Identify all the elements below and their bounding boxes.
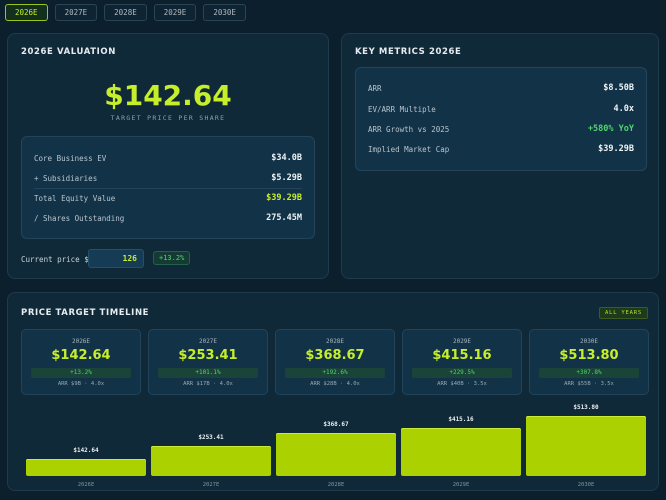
current-price-label: Current price $ bbox=[21, 255, 89, 264]
breakdown-row: Total Equity Value $39.29B bbox=[34, 188, 302, 208]
bar-category-label: 2026E bbox=[77, 482, 95, 488]
metric-label: ARR Growth vs 2025 bbox=[368, 124, 450, 134]
year-price: $513.80 bbox=[559, 348, 619, 363]
divider bbox=[34, 188, 302, 189]
year-price: $415.16 bbox=[432, 348, 492, 363]
breakdown-label: / Shares Outstanding bbox=[34, 213, 125, 223]
year-meta: ARR $55B · 3.5x bbox=[564, 381, 614, 387]
valuation-title: 2026E VALUATION bbox=[21, 47, 116, 57]
year-meta: ARR $9B · 4.0x bbox=[57, 381, 105, 387]
chart-bar bbox=[276, 433, 396, 476]
metric-label: ARR bbox=[368, 83, 382, 93]
year-label: 2026E bbox=[71, 338, 91, 345]
tab-2029e[interactable]: 2029E bbox=[153, 4, 197, 21]
breakdown-value: 275.45M bbox=[266, 213, 302, 223]
year-label: 2029E bbox=[452, 338, 472, 345]
target-price: $142.64 bbox=[104, 79, 232, 112]
breakdown-value: $34.0B bbox=[271, 153, 302, 163]
year-card[interactable]: 2026E $142.64 +13.2% ARR $9B · 4.0x bbox=[21, 329, 141, 395]
metric-label: Implied Market Cap bbox=[368, 144, 450, 154]
bar-value-label: $513.80 bbox=[573, 404, 599, 411]
all-years-badge[interactable]: ALL YEARS bbox=[598, 307, 648, 319]
year-label: 2030E bbox=[579, 338, 599, 345]
year-price: $142.64 bbox=[51, 348, 111, 363]
metric-label: EV/ARR Multiple bbox=[368, 104, 436, 114]
timeline-title: PRICE TARGET TIMELINE bbox=[21, 308, 150, 318]
breakdown-row: Core Business EV $34.0B bbox=[34, 148, 302, 168]
metric-value: $39.29B bbox=[598, 144, 634, 154]
metric-row: ARR Growth vs 2025 +580% YoY bbox=[368, 119, 634, 139]
tab-2027e[interactable]: 2027E bbox=[54, 4, 98, 21]
tab-2028e[interactable]: 2028E bbox=[104, 4, 147, 21]
tab-2030e[interactable]: 2030E bbox=[203, 4, 246, 21]
year-label: 2028E bbox=[325, 338, 345, 345]
current-price-input[interactable] bbox=[88, 249, 144, 268]
metric-row: ARR $8.50B bbox=[368, 78, 634, 98]
upside-badge: +13.2% bbox=[153, 251, 191, 265]
year-meta: ARR $28B · 4.0x bbox=[310, 381, 360, 387]
year-card[interactable]: 2028E $368.67 +192.6% ARR $28B · 4.0x bbox=[275, 329, 395, 395]
chart-bar bbox=[526, 416, 646, 476]
key-metrics-list: ARR $8.50B EV/ARR Multiple 4.0x ARR Grow… bbox=[355, 67, 647, 171]
chart-bar bbox=[151, 446, 271, 476]
metric-row: EV/ARR Multiple 4.0x bbox=[368, 99, 634, 119]
year-price: $253.41 bbox=[178, 348, 238, 363]
year-meta: ARR $40B · 3.5x bbox=[437, 381, 487, 387]
metric-row: Implied Market Cap $39.29B bbox=[368, 139, 634, 159]
bar-category-label: 2029E bbox=[452, 482, 470, 488]
year-label: 2027E bbox=[198, 338, 218, 345]
price-target-timeline-card: PRICE TARGET TIMELINE ALL YEARS 2026E $1… bbox=[7, 292, 659, 491]
metric-value: +580% YoY bbox=[587, 124, 634, 134]
key-metrics-title: KEY METRICS 2026E bbox=[355, 47, 462, 57]
breakdown-label: Total Equity Value bbox=[34, 193, 116, 203]
year-tabs: 2026E 2027E 2028E 2029E 2030E bbox=[5, 4, 246, 21]
bar-value-label: $368.67 bbox=[323, 421, 349, 428]
year-change: +101.1% bbox=[158, 368, 258, 378]
bar-category-label: 2030E bbox=[577, 482, 595, 488]
year-change: +229.5% bbox=[412, 368, 512, 378]
year-card[interactable]: 2030E $513.80 +307.8% ARR $55B · 3.5x bbox=[529, 329, 649, 395]
breakdown-value: $39.29B bbox=[266, 193, 302, 203]
bar-value-label: $253.41 bbox=[198, 434, 224, 441]
bar-category-label: 2028E bbox=[327, 482, 345, 488]
valuation-card: 2026E VALUATION $142.64 TARGET PRICE PER… bbox=[7, 33, 329, 279]
chart-bar bbox=[26, 459, 146, 476]
year-change: +307.8% bbox=[539, 368, 639, 378]
bar-value-label: $142.64 bbox=[73, 447, 99, 454]
metric-value: $8.50B bbox=[603, 83, 634, 93]
valuation-breakdown: Core Business EV $34.0B + Subsidiaries $… bbox=[21, 136, 315, 239]
key-metrics-card: KEY METRICS 2026E ARR $8.50B EV/ARR Mult… bbox=[341, 33, 659, 279]
year-change: +192.6% bbox=[285, 368, 385, 378]
metric-value: 4.0x bbox=[613, 104, 634, 114]
year-card[interactable]: 2027E $253.41 +101.1% ARR $17B · 4.0x bbox=[148, 329, 268, 395]
bar-value-label: $415.16 bbox=[448, 416, 474, 423]
breakdown-label: + Subsidiaries bbox=[34, 173, 98, 183]
breakdown-row: / Shares Outstanding 275.45M bbox=[34, 208, 302, 228]
breakdown-label: Core Business EV bbox=[34, 153, 107, 163]
breakdown-value: $5.29B bbox=[271, 173, 302, 183]
tab-2026e[interactable]: 2026E bbox=[5, 4, 48, 21]
year-meta: ARR $17B · 4.0x bbox=[183, 381, 233, 387]
year-card[interactable]: 2029E $415.16 +229.5% ARR $40B · 3.5x bbox=[402, 329, 522, 395]
bar-category-label: 2027E bbox=[202, 482, 220, 488]
year-price: $368.67 bbox=[305, 348, 365, 363]
breakdown-row: + Subsidiaries $5.29B bbox=[34, 168, 302, 188]
year-change: +13.2% bbox=[31, 368, 131, 378]
chart-bar bbox=[401, 428, 521, 476]
target-price-label: TARGET PRICE PER SHARE bbox=[110, 114, 226, 122]
